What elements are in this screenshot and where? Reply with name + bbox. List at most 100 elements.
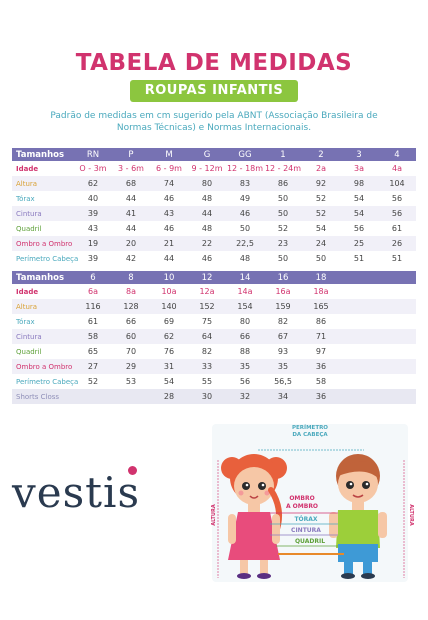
- table-cell: 26: [378, 236, 416, 251]
- table-cell: 18a: [313, 287, 329, 296]
- label-cintura: CINTURA: [291, 527, 321, 534]
- table-cell: 56: [391, 194, 403, 203]
- table-cell: 23: [264, 236, 302, 251]
- table-cell: 56,5: [274, 377, 292, 386]
- table-cell: [378, 314, 416, 329]
- header-size: [378, 271, 416, 284]
- table-cell: 88: [239, 347, 251, 356]
- table-cell: 76: [163, 347, 175, 356]
- table-cell: 58: [74, 329, 112, 344]
- table-cell: 42: [125, 254, 137, 263]
- header-size: M: [150, 148, 188, 161]
- table-cell: 4a: [392, 164, 402, 173]
- table-cell: 56: [353, 224, 365, 233]
- table-cell: 54: [163, 377, 175, 386]
- header-label: Tamanhos: [12, 271, 74, 284]
- table-cell: [378, 359, 416, 374]
- table-cell: 31: [150, 359, 188, 374]
- table-cell: 52: [315, 194, 327, 203]
- row-label: Cintura: [12, 329, 74, 344]
- table-cell: 65: [87, 347, 99, 356]
- table-cell: 128: [112, 299, 150, 314]
- table-cell: 50: [277, 194, 289, 203]
- table-cell: 86: [315, 317, 327, 326]
- header-size: 10: [150, 271, 188, 284]
- table-row: Tórax 61 66 69 75 80 82 86: [12, 314, 416, 329]
- table-cell: 61: [391, 224, 403, 233]
- header-label: Tamanhos: [12, 148, 74, 161]
- table-cell: 71: [302, 329, 340, 344]
- table-cell: 53: [125, 377, 137, 386]
- row-label: Cintura: [12, 206, 74, 221]
- label-altura-left: ALTURA: [211, 504, 217, 526]
- girl-illustration: [221, 454, 287, 579]
- row-label: Ombro a Ombro: [12, 236, 74, 251]
- table-cell: 3a: [354, 164, 364, 173]
- table-cell: 61: [87, 317, 99, 326]
- size-table-kids: Tamanhos 6 8 10 12 14 16 18 Idade 6a 8a 10a 12a 14a 16…: [12, 271, 416, 404]
- label-ombro-2: A OMBRO: [286, 503, 318, 510]
- table-cell: 159: [264, 299, 302, 314]
- table-cell: 54: [315, 224, 327, 233]
- table-cell: 43: [87, 224, 99, 233]
- table-cell: 12a: [199, 287, 215, 296]
- table-row: Cintura 39 41 43 44 46 50 52 54 56: [12, 206, 416, 221]
- label-perimetro-2: DA CABEÇA: [292, 432, 328, 438]
- table-cell: 29: [112, 359, 150, 374]
- brand-logo-dot: [128, 466, 137, 475]
- table-cell: 50: [239, 224, 251, 233]
- table-cell: 22: [188, 236, 226, 251]
- table-cell: 54: [340, 206, 378, 221]
- table-row: Idade O - 3m 3 - 6m 6 - 9m 9 - 12m 12 - 18m 12…: [12, 161, 416, 176]
- header-size: 3: [340, 148, 378, 161]
- table-cell: 19: [74, 236, 112, 251]
- table-cell: 48: [239, 254, 251, 263]
- table-cell: 83: [226, 176, 264, 191]
- table-cell: 9 - 12m: [191, 164, 223, 173]
- table-cell: 51: [353, 254, 365, 263]
- row-label: Altura: [12, 176, 74, 191]
- row-label: Quadril: [16, 224, 42, 233]
- table-cell: 44: [163, 254, 175, 263]
- header-size: 6: [74, 271, 112, 284]
- brand-logo: vestis: [12, 468, 141, 517]
- table-cell: 64: [188, 329, 226, 344]
- table-cell: 46: [163, 224, 175, 233]
- table-cell: 40: [87, 194, 99, 203]
- table-cell: 80: [239, 317, 251, 326]
- table-cell: 35: [264, 359, 302, 374]
- table-cell: 46: [163, 194, 175, 203]
- table-row: Cintura 58 60 62 64 66 67 71: [12, 329, 416, 344]
- table-cell: 12 - 24m: [264, 164, 302, 173]
- table-cell: [74, 389, 112, 404]
- header-size: [340, 271, 378, 284]
- table-cell: [340, 359, 378, 374]
- table-cell: 56: [378, 206, 416, 221]
- table-cell: 116: [74, 299, 112, 314]
- header-size: 4: [378, 148, 416, 161]
- table-cell: 69: [163, 317, 175, 326]
- header-size: G: [188, 148, 226, 161]
- table-cell: 92: [302, 176, 340, 191]
- label-quadril: QUADRIL: [295, 538, 325, 545]
- table-cell: 52: [302, 206, 340, 221]
- table-cell: 36: [302, 389, 340, 404]
- table-header-row: Tamanhos RN P M G GG 1 2 3 4: [12, 148, 416, 161]
- row-label: Quadril: [16, 347, 42, 356]
- row-label: Idade: [16, 164, 39, 173]
- table-cell: 41: [112, 206, 150, 221]
- table-cell: 39: [87, 254, 99, 263]
- table-cell: 140: [150, 299, 188, 314]
- row-label: Tórax: [16, 194, 35, 203]
- table-cell: 66: [125, 317, 137, 326]
- table-cell: 39: [74, 206, 112, 221]
- header-size: GG: [226, 148, 264, 161]
- table-cell: 67: [264, 329, 302, 344]
- table-cell: 46: [201, 254, 213, 263]
- table-cell: 55: [201, 377, 213, 386]
- table-cell: 44: [125, 224, 137, 233]
- table-cell: 8a: [126, 287, 136, 296]
- table-row: Quadril 43 44 46 48 50 52 54 56 61: [12, 221, 416, 236]
- table-cell: 93: [277, 347, 289, 356]
- table-cell: 52: [277, 224, 289, 233]
